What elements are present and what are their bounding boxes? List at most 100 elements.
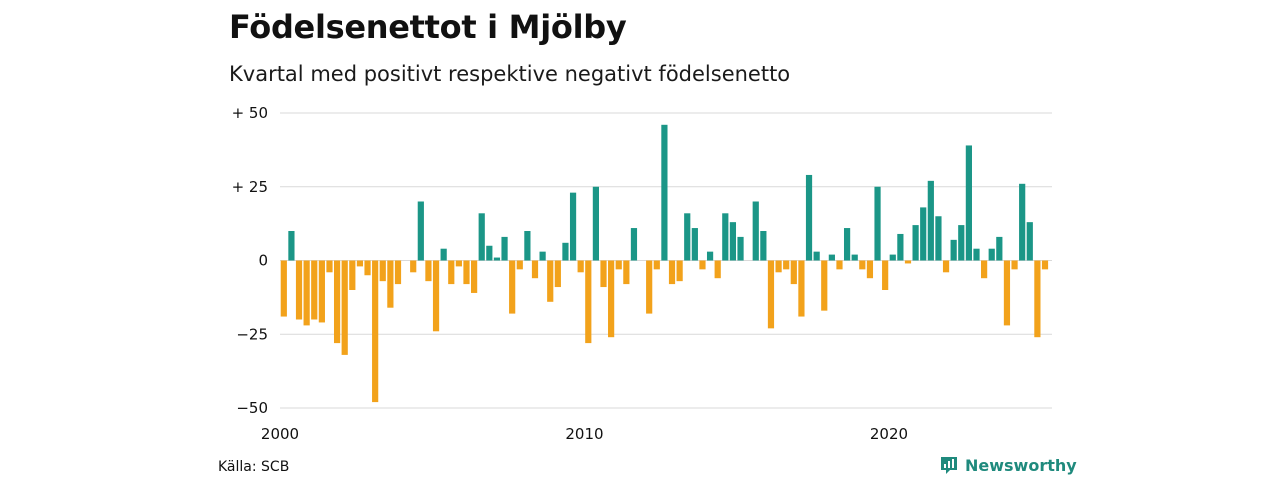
bar-positive [805, 174, 813, 261]
bar-positive [562, 242, 569, 261]
y-tick-label: −50 [236, 399, 268, 417]
bar-positive [927, 180, 934, 261]
bar-negative [303, 260, 310, 326]
bar-positive [569, 192, 577, 261]
bar-positive [996, 236, 1003, 261]
bar-negative [1041, 260, 1049, 270]
bar-negative [668, 260, 676, 285]
bar-positive [684, 213, 691, 261]
bar-negative [425, 260, 432, 282]
bar-positive [912, 225, 919, 261]
bar-positive [661, 124, 668, 261]
x-tick-label: 2000 [261, 425, 299, 443]
bar-positive [920, 207, 927, 261]
bar-positive [889, 254, 896, 261]
bar-negative [554, 260, 561, 288]
bar-negative [798, 260, 805, 317]
bar-negative [326, 260, 333, 273]
bar-positive [501, 236, 508, 261]
bar-negative [432, 260, 440, 332]
bar-negative [448, 260, 455, 285]
bar-positive [440, 248, 447, 261]
bar-positive [706, 251, 714, 261]
bar-positive [874, 186, 881, 261]
bar-negative [699, 260, 706, 270]
bar-negative [859, 260, 866, 270]
bar-negative [311, 260, 318, 320]
bar-positive [729, 222, 737, 261]
bar-negative [364, 260, 371, 276]
bar-positive [524, 231, 531, 261]
newsworthy-logo-icon [941, 457, 957, 474]
bar-negative [387, 260, 394, 308]
bar-positive [417, 201, 424, 261]
bar-negative [646, 260, 653, 314]
bar-positive [691, 228, 698, 261]
bar-negative [783, 260, 790, 270]
bar-negative [471, 260, 478, 293]
source-note: Källa: SCB [218, 459, 290, 475]
bar-negative [280, 260, 287, 317]
bar-positive [760, 231, 767, 261]
bar-negative [463, 260, 470, 285]
bar-positive [630, 228, 638, 261]
bar-negative [866, 260, 874, 279]
bar-negative [790, 260, 797, 285]
bar-negative [714, 260, 721, 279]
bar-negative [676, 260, 683, 282]
chart-subtitle: Kvartal med positivt respektive negativt… [229, 62, 791, 86]
bar-positive [737, 236, 744, 261]
bar-positive [935, 216, 942, 261]
bar-positive [1026, 222, 1033, 261]
bar-negative [372, 260, 379, 403]
y-tick-label: −25 [236, 325, 268, 343]
bar-negative [349, 260, 356, 290]
bar-positive [486, 245, 493, 261]
bar-negative [942, 260, 950, 273]
bar-negative [767, 260, 775, 329]
y-tick-label: 0 [258, 252, 268, 270]
y-tick-label: + 25 [232, 178, 268, 196]
bar-negative [577, 260, 584, 273]
bar-negative [1003, 260, 1011, 326]
bar-positive [950, 239, 957, 261]
bar-negative [608, 260, 615, 338]
bar-positive [958, 225, 965, 261]
bar-negative [1034, 260, 1041, 338]
bar-positive [539, 251, 546, 261]
bar-negative [379, 260, 386, 282]
bar-positive [1019, 183, 1026, 261]
bar-negative [394, 260, 402, 285]
bar-negative [516, 260, 523, 270]
bar-positive [493, 257, 501, 261]
bar-positive [828, 254, 835, 261]
bar-positive [813, 251, 820, 261]
x-tick-label: 2010 [565, 425, 603, 443]
bar-negative [455, 260, 462, 267]
bar-negative [318, 260, 325, 323]
bar-positive [897, 233, 904, 261]
bar-negative [1011, 260, 1018, 270]
y-tick-label: + 50 [232, 104, 268, 122]
bar-positive [973, 248, 980, 261]
chart-title: Födelsenettot i Mjölby [229, 8, 627, 46]
bar-negative [295, 260, 303, 320]
bar-negative [333, 260, 341, 344]
bar-positive [722, 213, 729, 261]
bar-negative [882, 260, 889, 290]
bar-positive [288, 231, 295, 261]
x-tick-label: 2020 [870, 425, 908, 443]
brand-name: Newsworthy [965, 455, 1077, 475]
bar-negative [836, 260, 843, 270]
bar-negative [410, 260, 417, 273]
bar-negative [623, 260, 630, 285]
bar-negative [653, 260, 660, 270]
bar-negative [547, 260, 554, 302]
bar-positive [478, 213, 485, 261]
bar-negative [981, 260, 988, 279]
bar-negative [531, 260, 539, 279]
bar-positive [592, 186, 599, 261]
bar-negative [775, 260, 782, 273]
brand-logo: Newsworthy [939, 455, 1077, 475]
